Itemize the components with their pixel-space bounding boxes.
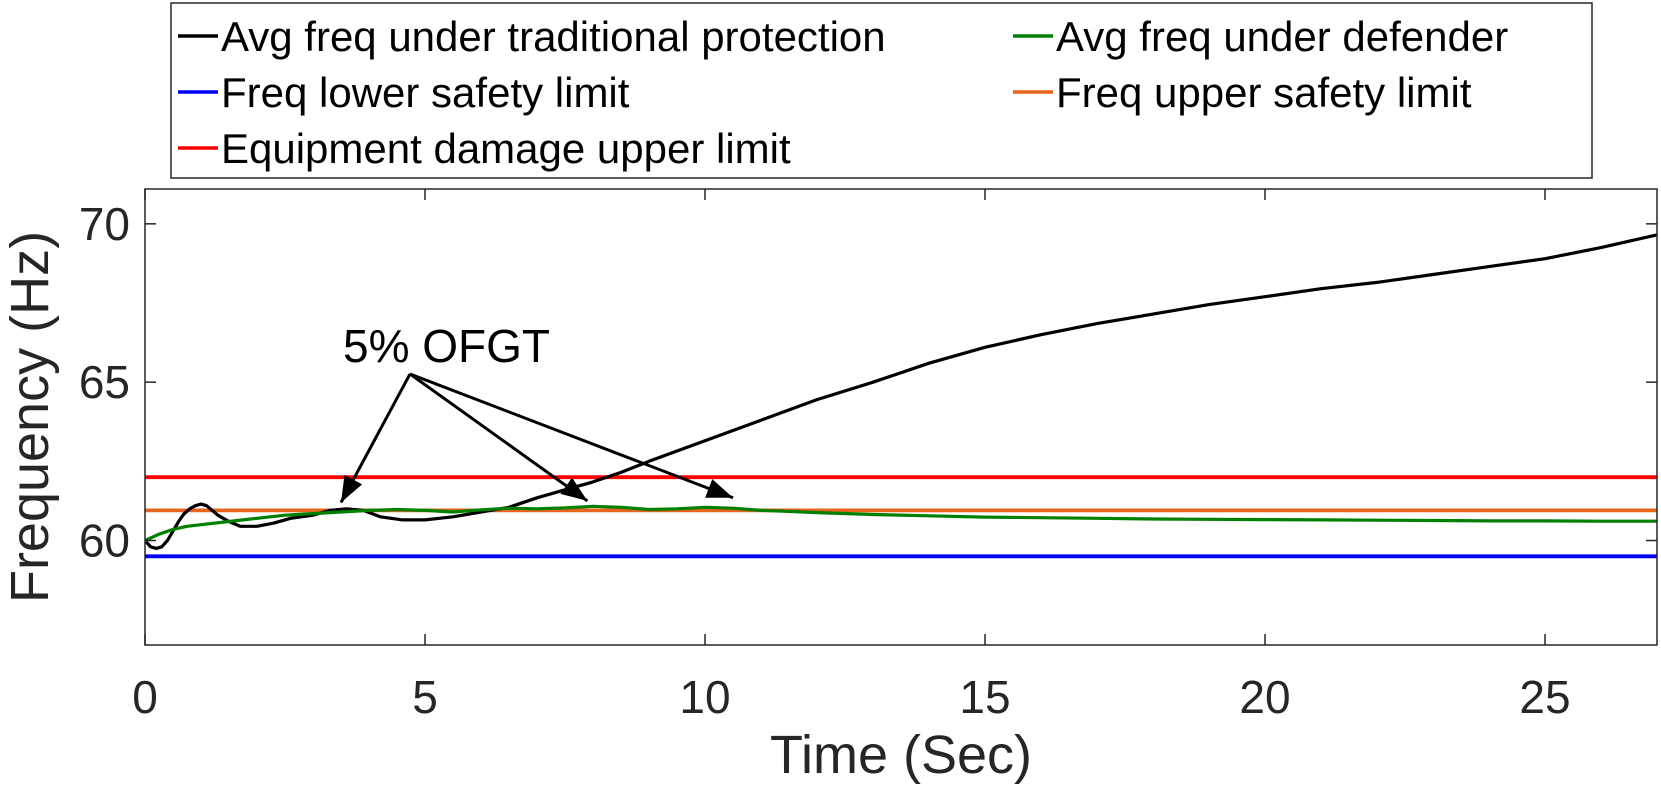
y-tick-label: 60 — [79, 515, 130, 567]
x-tick-label: 5 — [412, 671, 438, 723]
legend-label-2: Freq lower safety limit — [221, 69, 630, 116]
annotation-arrow-head — [560, 477, 588, 501]
series-lines — [145, 233, 1657, 559]
x-tick-label: 15 — [959, 671, 1010, 723]
x-tick-label: 20 — [1239, 671, 1290, 723]
annotation-label: 5% OFGT — [343, 320, 550, 372]
axes: 0 5 10 15 20 25 60 65 70 Time (Sec) Frequency (Hz) — [0, 188, 1658, 785]
y-axis-title: Frequency (Hz) — [0, 231, 60, 603]
series-line-1 — [145, 504, 1657, 543]
axes-box — [144, 188, 1658, 646]
annotation-arrow-shaft — [409, 372, 734, 500]
legend-label-4: Equipment damage upper limit — [221, 125, 791, 172]
series-line-0 — [145, 233, 1657, 551]
plot-area — [145, 189, 1657, 645]
legend-label-3: Freq upper safety limit — [1056, 69, 1472, 116]
x-tick-label: 0 — [132, 671, 158, 723]
plot-background — [145, 189, 1657, 645]
legend-box — [170, 2, 1593, 179]
x-tick-label: 25 — [1519, 671, 1570, 723]
x-axis-title: Time (Sec) — [770, 725, 1032, 785]
annotation-arrow-head — [705, 479, 733, 498]
annotation-arrow-shaft — [409, 372, 589, 503]
legend-label-1: Avg freq under defender — [1056, 13, 1508, 60]
annotation-arrow-head — [341, 474, 363, 503]
legend-label-0: Avg freq under traditional protection — [221, 13, 886, 60]
y-tick-label: 65 — [79, 356, 130, 408]
legend: Avg freq under traditional protection Avg… — [170, 2, 1593, 179]
y-tick-label: 70 — [79, 198, 130, 250]
annotation: 5% OFGT — [339, 320, 734, 504]
x-tick-label: 10 — [679, 671, 730, 723]
